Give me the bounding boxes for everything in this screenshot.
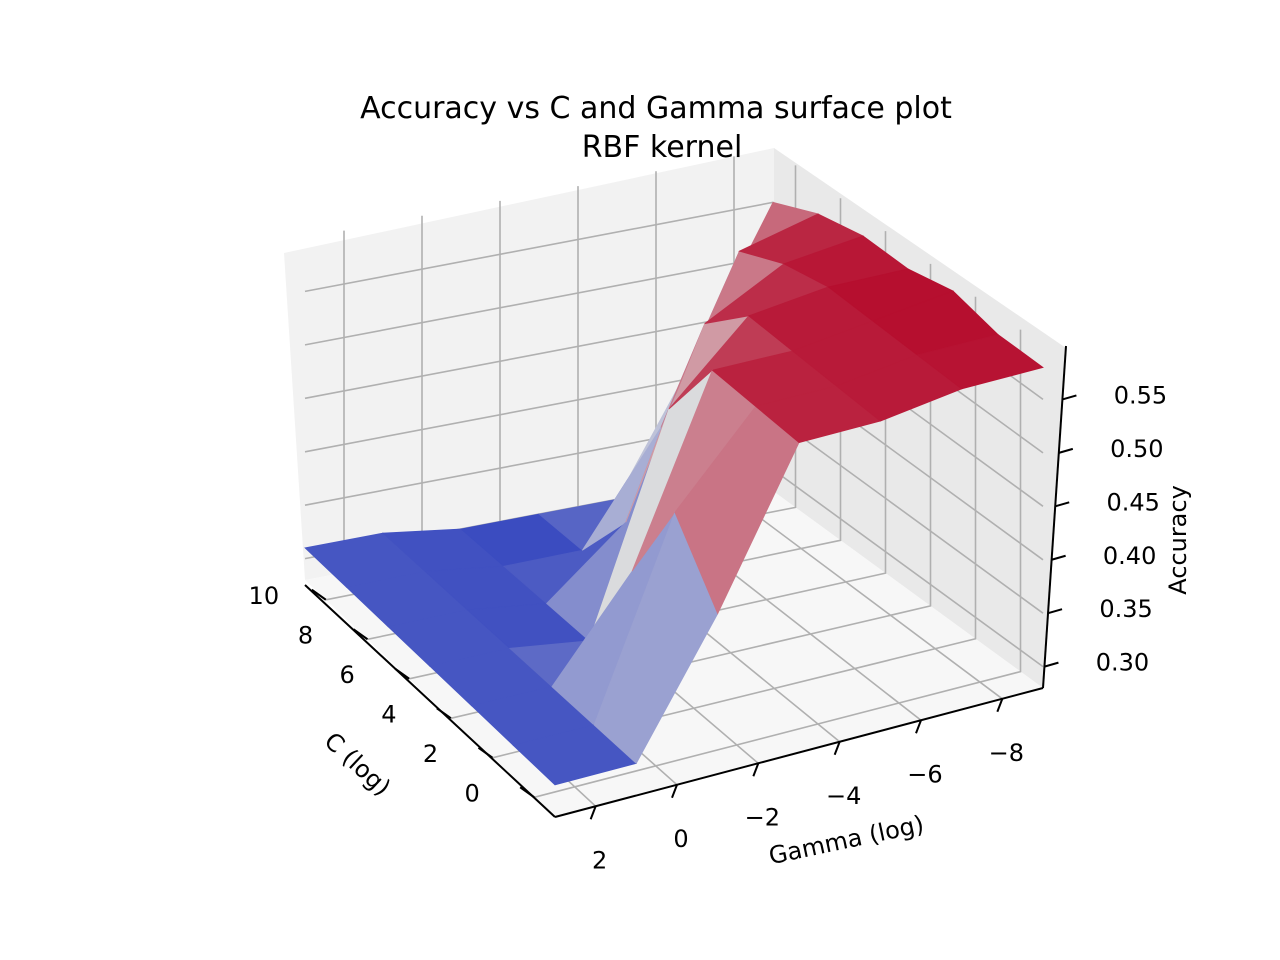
x-axis-label: C (log)	[319, 727, 396, 802]
axes: 024681020−2−4−6−80.300.350.400.450.500.5…	[249, 345, 1167, 874]
accuracy-tick	[1054, 501, 1070, 508]
accuracy-tick	[1062, 394, 1077, 401]
surface-facet	[916, 334, 1044, 390]
z-axis-label: Accuracy	[1164, 485, 1192, 595]
c-tick	[436, 707, 452, 720]
c-tick-label: 10	[249, 582, 280, 610]
accuracy-tick-label: 0.35	[1099, 595, 1152, 623]
gamma-tick-label: 2	[592, 846, 607, 874]
gamma-axis-line	[554, 687, 1044, 818]
c-tick-label: 4	[381, 700, 396, 728]
surface-mesh	[304, 201, 1044, 786]
gamma-tick	[589, 805, 597, 820]
c-tick	[519, 786, 535, 799]
gamma-tick-label: −2	[745, 803, 780, 831]
c-tick-label: 6	[340, 661, 355, 689]
gamma-tick	[833, 741, 841, 756]
c-axis-line	[304, 584, 556, 818]
gamma-tick-label: −4	[826, 782, 861, 810]
gamma-tick	[915, 719, 922, 734]
gamma-tick	[752, 762, 760, 777]
chart-subtitle: RBF kernel	[582, 130, 743, 165]
c-tick	[394, 667, 410, 680]
c-tick-label: 2	[423, 740, 438, 768]
accuracy-tick-label: 0.40	[1103, 542, 1156, 570]
accuracy-tick-label: 0.30	[1096, 649, 1149, 677]
accuracy-tick-label: 0.50	[1110, 435, 1163, 463]
c-tick-label: 8	[298, 621, 313, 649]
gamma-tick	[996, 698, 1004, 713]
gamma-tick-label: −8	[989, 739, 1024, 767]
accuracy-axis-line	[1042, 345, 1067, 689]
c-tick	[311, 588, 327, 601]
accuracy-tick	[1058, 447, 1074, 454]
grid-line-c	[533, 329, 1022, 799]
accuracy-tick	[1051, 554, 1066, 561]
accuracy-tick-label: 0.45	[1107, 488, 1160, 516]
gamma-tick-label: −6	[907, 760, 942, 788]
gamma-tick	[671, 784, 678, 799]
gamma-tick-label: 0	[673, 825, 688, 853]
c-tick	[477, 746, 494, 759]
c-tick-label: 0	[465, 779, 480, 807]
y-axis-label: Gamma (log)	[766, 810, 926, 870]
chart-title: Accuracy vs C and Gamma surface plot	[360, 91, 952, 126]
accuracy-tick	[1047, 608, 1063, 615]
c-tick	[352, 628, 369, 641]
accuracy-tick-label: 0.55	[1114, 381, 1167, 409]
accuracy-tick	[1044, 661, 1059, 668]
